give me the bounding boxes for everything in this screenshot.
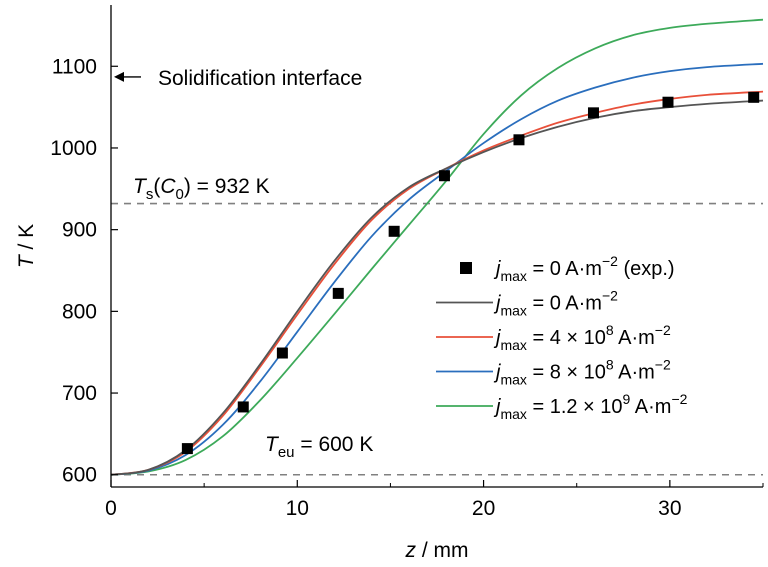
y-tick-label-1100: 1100 [52, 55, 97, 78]
data-point-9 [748, 91, 760, 103]
y-tick-label-900: 900 [62, 219, 97, 242]
ts-value: ) = 932 K [184, 175, 270, 198]
teu-annotation: Teu = 600 K [265, 433, 373, 461]
teu-sub: eu [278, 444, 295, 461]
legend-sup: 8 [606, 322, 614, 338]
legend-j: j [493, 396, 501, 418]
x-axis-title: z / mm [405, 539, 469, 562]
ts-paren: ( [153, 175, 160, 198]
teu-value: = 600 K [295, 433, 374, 456]
legend-text: = 4 × 10 [527, 327, 606, 349]
legend-sub: max [500, 372, 526, 388]
legend-sub: max [500, 303, 526, 319]
legend-label-3: jmax = 8 × 108 A·m−2 [493, 357, 671, 388]
legend-sub: max [500, 337, 526, 353]
legend-j: j [493, 327, 501, 349]
legend-j: j [493, 362, 501, 384]
legend-after: A·m [614, 327, 655, 349]
x-axis-var: z [405, 539, 417, 562]
ts-symbol: T [133, 175, 148, 198]
series-line-3 [110, 62, 764, 476]
legend-sup: 9 [623, 391, 631, 407]
axes-layer: 0 10 20 30 600 700 800 900 1000 1100 z / mm T / K [15, 5, 764, 562]
x-tick-label-0: 0 [105, 497, 117, 520]
legend-sub: max [500, 406, 526, 422]
data-point-0 [181, 443, 193, 455]
legend-text: = 1.2 × 10 [527, 396, 623, 418]
legend-sup2: −2 [655, 322, 671, 338]
legend-sup: 8 [606, 357, 614, 373]
data-point-6 [513, 134, 525, 146]
ts-annotation: Ts(C0) = 932 K [133, 175, 270, 203]
y-axis-unit: / K [15, 224, 38, 256]
y-tick-label-800: 800 [62, 300, 97, 323]
data-point-3 [332, 287, 344, 299]
legend-after: A·m [614, 362, 655, 384]
series-layer [110, 18, 764, 476]
legend-label-0: jmax = 0 A·m−2 (exp.) [493, 253, 675, 284]
legend-label-1: jmax = 0 A·m−2 [493, 288, 618, 319]
legend-sup: −2 [602, 288, 618, 304]
y-tick-label-600: 600 [62, 464, 97, 487]
y-axis-title: T / K [15, 224, 38, 268]
data-point-4 [388, 225, 400, 237]
solidification-arrow-head [114, 71, 124, 82]
solidification-label: Solidification interface [158, 67, 362, 90]
legend-label-4: jmax = 1.2 × 109 A·m−2 [493, 391, 688, 422]
data-point-8 [662, 96, 674, 108]
reference-lines [111, 202, 763, 476]
data-point-2 [276, 347, 288, 359]
legend-sup2: −2 [671, 391, 687, 407]
data-point-1 [237, 401, 249, 413]
data-point-5 [438, 170, 450, 182]
y-tick-label-1000: 1000 [50, 137, 97, 160]
teu-symbol: T [265, 433, 280, 456]
x-tick-label-30: 30 [658, 497, 681, 520]
legend-text: = 0 A·m [527, 258, 602, 280]
legend-sup2: −2 [655, 357, 671, 373]
legend-j: j [493, 293, 501, 315]
ts-c-sub: 0 [176, 186, 184, 203]
x-tick-label-20: 20 [472, 497, 495, 520]
data-point-7 [587, 107, 599, 119]
legend-sub: max [500, 268, 526, 284]
legend-after: (exp.) [618, 258, 675, 280]
y-axis-var: T [15, 253, 38, 268]
legend-j: j [493, 258, 501, 280]
legend-after: A·m [630, 396, 671, 418]
legend: jmax = 0 A·m−2 (exp.)jmax = 0 A·m−2jmax … [436, 253, 688, 422]
legend-text: = 0 A·m [527, 293, 602, 315]
series-line-1 [110, 99, 764, 476]
x-tick-label-10: 10 [286, 497, 309, 520]
legend-marker-0 [460, 262, 472, 274]
ts-sub: s [146, 186, 154, 203]
legend-sup: −2 [602, 253, 618, 269]
ts-c: C [160, 175, 176, 198]
series-line-4 [110, 18, 764, 476]
x-axis-unit: / mm [416, 539, 469, 562]
y-tick-label-700: 700 [62, 382, 97, 405]
legend-text: = 8 × 10 [527, 362, 606, 384]
legend-label-2: jmax = 4 × 108 A·m−2 [493, 322, 671, 353]
